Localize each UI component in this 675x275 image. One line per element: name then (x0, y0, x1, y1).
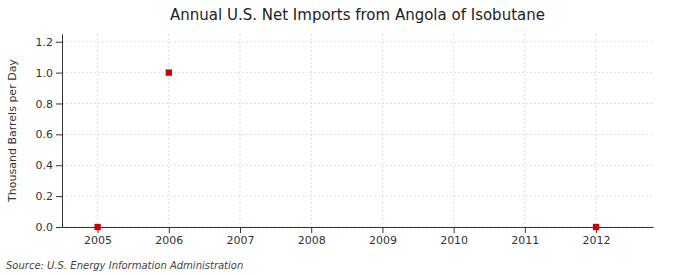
x-tick: 2011 (511, 227, 539, 247)
plot: 200520062007200820092010201120120.00.20.… (36, 34, 654, 247)
y-axis-title: Thousand Barrels per Day (6, 59, 19, 203)
chart: 200520062007200820092010201120120.00.20.… (0, 0, 675, 275)
point (593, 224, 599, 230)
tick-label: 2008 (298, 234, 326, 247)
x-tick: 2008 (298, 227, 326, 247)
y-tick: 0.4 (36, 159, 63, 172)
grid-line (524, 34, 525, 227)
tick-mark (56, 134, 62, 135)
tick-label: 2005 (84, 234, 112, 247)
grid (62, 34, 653, 227)
grid-line (62, 165, 653, 166)
x-tick: 2007 (227, 227, 255, 247)
tick-mark (240, 227, 241, 233)
tick-label: 2011 (511, 234, 539, 247)
tick-mark (56, 196, 62, 197)
grid-line (97, 34, 98, 227)
y-tick: 0.2 (36, 190, 63, 203)
tick-mark (56, 227, 62, 228)
grid-line (311, 34, 312, 227)
y-axis-line (62, 35, 63, 228)
grid-line (62, 134, 653, 135)
grid-line (382, 34, 383, 227)
point (94, 224, 100, 230)
y-tick: 0.8 (36, 98, 63, 111)
grid-line (453, 34, 454, 227)
grid-line (62, 103, 653, 104)
tick-label: 0.4 (36, 159, 54, 172)
tick-mark (169, 227, 170, 233)
grid-line (62, 196, 653, 197)
y-axis: 0.0 0.2 0.4 0.6 0.8 1.0 1.2 (36, 35, 63, 235)
grid-line (240, 34, 241, 227)
tick-label: 0.0 (36, 221, 54, 234)
x-axis-line (63, 227, 654, 228)
tick-mark (56, 73, 62, 74)
tick-mark (56, 42, 62, 43)
tick-label: 1.0 (36, 67, 54, 80)
x-tick: 2010 (440, 227, 468, 247)
tick-mark (56, 165, 62, 166)
y-tick: 0.0 (36, 221, 63, 234)
grid-line (168, 34, 169, 227)
grid-line (596, 34, 597, 227)
points (94, 69, 599, 230)
tick-mark (382, 227, 383, 233)
point (166, 69, 172, 75)
tick-mark (311, 227, 312, 233)
tick-label: 0.8 (36, 98, 54, 111)
tick-label: 2010 (440, 234, 468, 247)
tick-label: 0.2 (36, 190, 54, 203)
tick-label: 2006 (155, 234, 183, 247)
grid-line (62, 227, 653, 228)
x-tick: 2009 (369, 227, 397, 247)
x-tick: 2006 (155, 227, 183, 247)
tick-mark (525, 227, 526, 233)
title: Annual U.S. Net Imports from Angola of I… (170, 6, 545, 24)
tick-label: 1.2 (36, 36, 54, 49)
tick-mark (56, 103, 62, 104)
x-axis: 2005 2006 2007 2008 2009 2010 2011 2012 (63, 227, 654, 247)
source: Source: U.S. Energy Information Administ… (6, 260, 243, 271)
y-tick: 1.0 (36, 67, 63, 80)
tick-label: 2012 (583, 234, 611, 247)
tick-label: 0.6 (36, 128, 54, 141)
grid-line (62, 41, 653, 42)
tick-label: 2007 (227, 234, 255, 247)
grid-line (62, 72, 653, 73)
y-tick: 0.6 (36, 128, 63, 141)
tick-label: 2009 (369, 234, 397, 247)
tick-mark (454, 227, 455, 233)
y-tick: 1.2 (36, 36, 63, 49)
